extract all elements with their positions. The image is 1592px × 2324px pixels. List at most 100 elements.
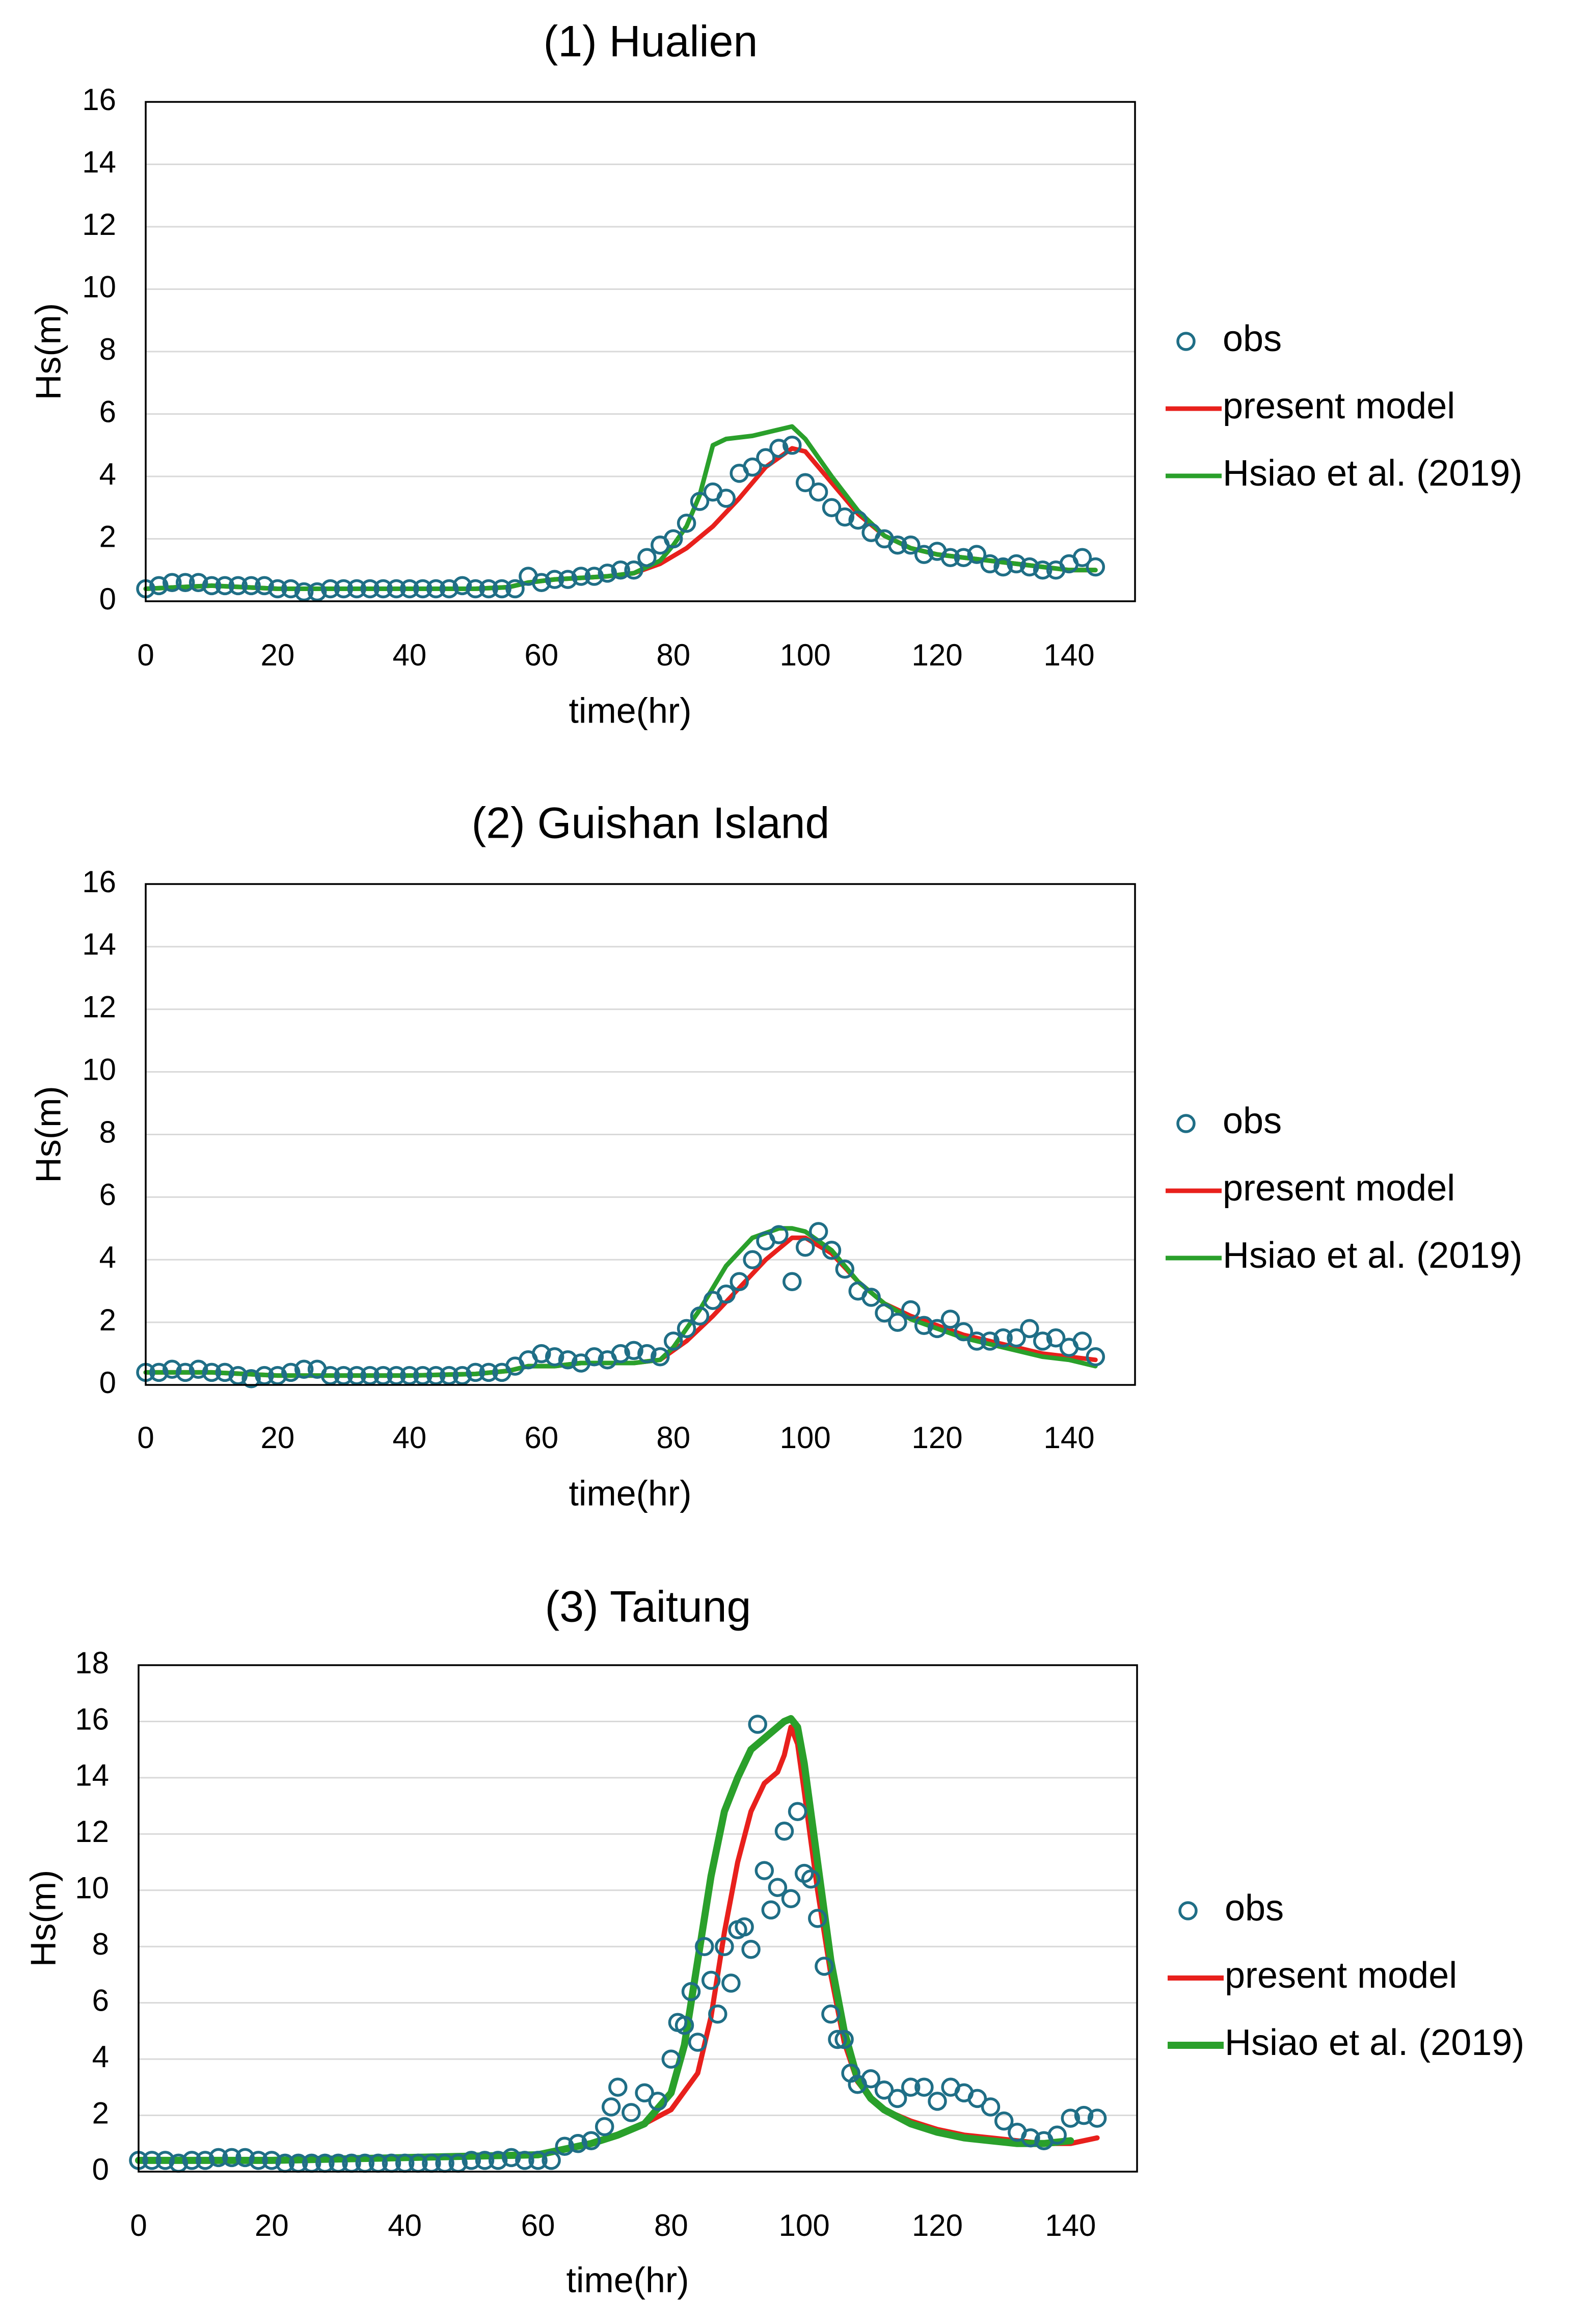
obs-point xyxy=(761,1900,781,1920)
obs-point xyxy=(188,573,208,593)
obs-point xyxy=(822,1241,842,1260)
obs-point xyxy=(993,557,1013,577)
obs-point xyxy=(611,1344,630,1364)
obs-point xyxy=(202,1363,222,1382)
obs-point xyxy=(545,570,564,589)
obs-point xyxy=(475,2151,495,2170)
obs-point xyxy=(188,1359,208,1379)
obs-point xyxy=(822,498,842,518)
obs-point xyxy=(400,579,419,599)
obs-point xyxy=(980,1331,1000,1351)
obs-point xyxy=(155,2151,175,2170)
obs-point xyxy=(452,1366,472,1385)
obs-point xyxy=(743,457,762,477)
obs-point xyxy=(1072,1331,1092,1351)
obs-point xyxy=(834,2029,854,2049)
x-tick-label: 120 xyxy=(912,638,963,672)
obs-point xyxy=(545,1347,564,1367)
x-tick-label: 100 xyxy=(779,2208,830,2242)
obs-point xyxy=(741,1939,761,1959)
obs-point xyxy=(690,492,710,511)
chart-title: (2) Guishan Island xyxy=(472,799,830,848)
obs-point xyxy=(874,2080,894,2100)
y-tick-label: 14 xyxy=(75,1758,109,1793)
obs-point xyxy=(195,2151,215,2170)
obs-point xyxy=(1020,1319,1039,1339)
obs-point xyxy=(163,1359,182,1379)
obs-point xyxy=(828,2029,847,2049)
obs-point xyxy=(542,2151,561,2170)
obs-point xyxy=(835,507,855,527)
obs-point xyxy=(848,511,868,530)
x-tick-label: 80 xyxy=(656,638,690,672)
obs-point xyxy=(721,1973,741,1993)
obs-point xyxy=(928,2092,947,2111)
obs-point xyxy=(901,1300,921,1320)
x-axis-label: time(hr) xyxy=(569,690,691,730)
obs-point xyxy=(347,1366,367,1385)
obs-point xyxy=(815,1957,834,1976)
obs-point xyxy=(1072,548,1092,568)
obs-point xyxy=(595,2117,614,2136)
x-tick-label: 120 xyxy=(912,1421,963,1455)
y-tick-label: 6 xyxy=(99,1178,116,1212)
obs-point xyxy=(320,579,340,599)
obs-point xyxy=(255,576,274,596)
obs-point xyxy=(426,579,446,599)
y-tick-label: 12 xyxy=(75,1814,109,1849)
obs-point xyxy=(149,576,169,596)
obs-point xyxy=(701,1970,721,1990)
obs-point xyxy=(452,576,472,596)
y-axis-label: Hs(m) xyxy=(23,1870,63,1967)
x-tick-label: 40 xyxy=(392,638,426,672)
legend-label-present-model: present model xyxy=(1223,386,1455,426)
y-tick-label: 0 xyxy=(92,2152,109,2186)
obs-point xyxy=(479,579,498,599)
obs-point xyxy=(681,1982,701,2001)
obs-point xyxy=(581,2131,601,2151)
x-tick-label: 140 xyxy=(1043,1421,1094,1455)
plot-frame xyxy=(145,883,1136,1386)
obs-point xyxy=(677,514,696,533)
obs-point xyxy=(940,548,960,568)
obs-point xyxy=(782,1272,802,1292)
y-tick-label: 12 xyxy=(82,207,116,242)
plot-frame xyxy=(145,101,1136,602)
y-tick-label: 4 xyxy=(92,2040,109,2074)
obs-point xyxy=(967,545,987,564)
obs-point xyxy=(334,579,354,599)
obs-point xyxy=(715,1937,734,1956)
obs-point xyxy=(241,1369,261,1388)
obs-point xyxy=(688,2033,708,2052)
y-tick-label: 10 xyxy=(82,270,116,304)
obs-point xyxy=(528,2151,548,2170)
obs-point xyxy=(235,2148,255,2168)
obs-point xyxy=(1087,2108,1107,2128)
obs-point xyxy=(373,579,393,599)
legend-marker-obs xyxy=(1178,1901,1198,1920)
obs-point xyxy=(307,582,327,602)
y-tick-label: 2 xyxy=(99,519,116,553)
obs-point xyxy=(1074,2105,1094,2125)
obs-point xyxy=(222,2148,241,2168)
obs-point xyxy=(228,1366,248,1385)
obs-point xyxy=(611,560,630,580)
y-tick-label: 12 xyxy=(82,990,116,1024)
obs-point xyxy=(888,1313,907,1332)
obs-point xyxy=(769,439,789,458)
obs-point xyxy=(262,2151,282,2170)
y-tick-label: 8 xyxy=(99,1115,116,1149)
obs-point xyxy=(571,567,591,586)
plot-frame xyxy=(138,1664,1138,2173)
obs-point xyxy=(182,2151,202,2170)
obs-point xyxy=(268,1366,287,1385)
obs-point xyxy=(1020,557,1039,577)
chart-title: (1) Hualien xyxy=(544,17,758,66)
legend-label-obs: obs xyxy=(1225,1888,1284,1929)
obs-point xyxy=(373,1366,393,1385)
obs-point xyxy=(505,579,525,599)
obs-point xyxy=(228,576,248,596)
obs-point xyxy=(795,473,815,493)
series-line-hsiao-2019 xyxy=(143,1226,1098,1378)
chart-guishan-island: (2) Guishan Island 0 2 4 6 8 10 12 14 16 0 20 40 60 80… xyxy=(28,799,1522,1513)
